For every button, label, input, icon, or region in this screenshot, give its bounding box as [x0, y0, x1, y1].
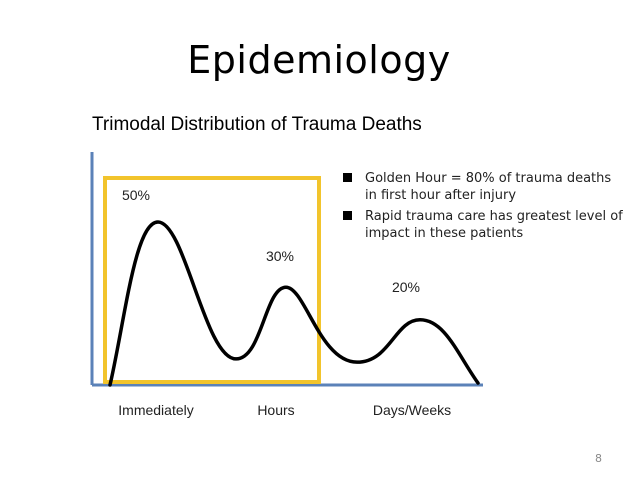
bullet-text: Golden Hour = 80% of trauma deaths in fi… [365, 171, 612, 203]
square-bullet-icon [343, 211, 352, 220]
x-tick-label: Days/Weeks [373, 402, 451, 418]
death-distribution-curve-group [108, 220, 480, 387]
page-number: 8 [595, 452, 602, 465]
peak-label-3: 20% [392, 279, 420, 295]
slide-title: Epidemiology [187, 38, 451, 82]
peak-labels: 50% 30% 20% [122, 187, 420, 295]
x-tick-labels: Immediately Hours Days/Weeks [118, 402, 451, 418]
x-tick-label: Hours [257, 402, 294, 418]
bullet-text: Rapid trauma care has greatest level of … [365, 209, 623, 241]
x-tick-label: Immediately [118, 402, 193, 418]
square-bullet-icon [343, 173, 352, 182]
chart-axes [90, 152, 483, 387]
chart-title: Trimodal Distribution of Trauma Deaths [92, 114, 422, 135]
death-distribution-curve [108, 220, 480, 387]
bullet-list: Golden Hour = 80% of trauma deaths in fi… [343, 170, 623, 246]
bullet-item: Golden Hour = 80% of trauma deaths in fi… [343, 170, 623, 204]
peak-label-2: 30% [266, 248, 294, 264]
golden-hour-box [103, 176, 321, 384]
bullet-item: Rapid trauma care has greatest level of … [343, 208, 623, 242]
golden-hour-box-group [103, 176, 321, 384]
peak-label-1: 50% [122, 187, 150, 203]
